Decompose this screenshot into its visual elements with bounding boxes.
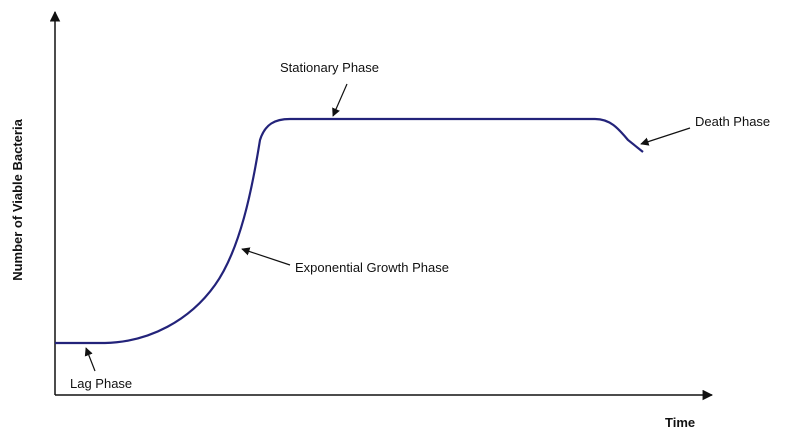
- growth-curve: [55, 117, 644, 345]
- phase-label: Exponential Growth Phase: [295, 260, 449, 275]
- phase-label: Death Phase: [695, 114, 770, 129]
- x-axis-label: Time: [665, 415, 695, 430]
- lag-arrow: [84, 347, 96, 372]
- death-arrow: [640, 127, 691, 146]
- phase-label: Lag Phase: [70, 376, 132, 391]
- stationary-arrow: [332, 83, 348, 117]
- phase-label: Stationary Phase: [280, 60, 379, 75]
- y-axis-label: Number of Viable Bacteria: [10, 118, 25, 280]
- exponential-arrow: [241, 247, 291, 266]
